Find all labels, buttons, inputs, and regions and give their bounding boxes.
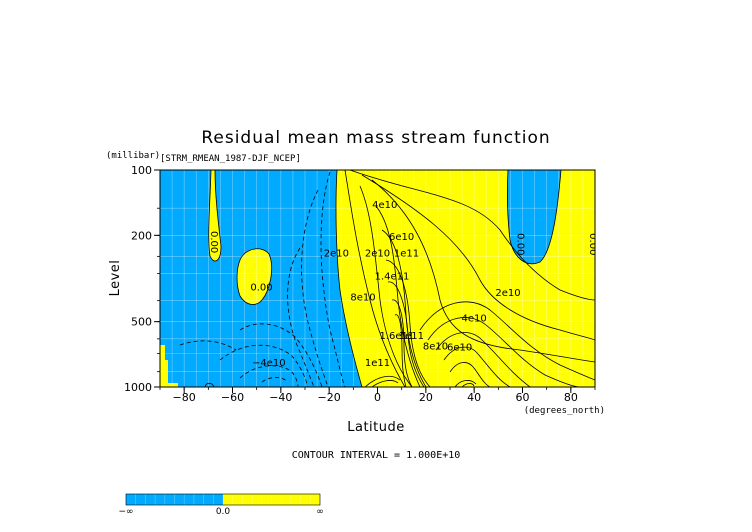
contour-label: 4e10 <box>462 314 487 325</box>
colorbar-positive <box>223 494 320 505</box>
x-units-label: (degrees_north) <box>524 406 605 416</box>
x-axis-label: Latitude <box>347 420 405 435</box>
contour-label: 4e10 <box>372 200 397 211</box>
contour-label: 0.00 <box>250 283 272 294</box>
contour-label: 8e10 <box>350 293 375 304</box>
contour-label: 2e10 <box>365 248 390 259</box>
contour-label: 8e10 <box>423 341 448 352</box>
x-tick-label: 20 <box>419 391 433 404</box>
contour-label: 2e10 <box>324 248 349 259</box>
chart-title: Residual mean mass stream function <box>201 128 550 148</box>
y-tick-label: 100 <box>131 164 152 177</box>
contour-label: 1.4e11 <box>375 272 410 283</box>
colorbar-negative <box>126 494 223 505</box>
contour-label: 1.6e11 <box>379 331 414 342</box>
x-tick-label: 80 <box>564 391 578 404</box>
negative-region-north <box>507 170 561 264</box>
contour-label: 0.00 <box>587 233 598 255</box>
colorbar: −∞ 0.0 ∞ <box>118 493 324 517</box>
contour-label: 1e11 <box>399 331 424 342</box>
contour-label: 0.00 <box>208 231 219 253</box>
x-tick-label: −80 <box>173 391 196 404</box>
contour-label: 6e10 <box>389 232 414 243</box>
contour-label: 6e10 <box>447 343 472 354</box>
colorbar-label-max: ∞ <box>316 507 324 517</box>
plot-area: 0.00 0.00 0.00 0.00 4e10 6e10 2e10 2e10 1.4e11 1e… <box>160 170 598 387</box>
x-tick-label: 60 <box>516 391 530 404</box>
x-axis: −80 −60 −40 −20 0 20 40 60 80 <box>159 387 596 404</box>
colorbar-label-zero: 0.0 <box>216 507 231 517</box>
x-tick-label: 40 <box>467 391 481 404</box>
y-tick-label: 1000 <box>124 381 152 394</box>
y-axis: 100 200 500 1000 <box>124 164 160 394</box>
contour-lines <box>179 170 595 387</box>
x-tick-label: −20 <box>318 391 341 404</box>
contour-label: −4e10 <box>252 358 286 369</box>
contour-labels: 0.00 0.00 0.00 0.00 4e10 6e10 2e10 2e10 1.4e11 1e… <box>208 200 598 369</box>
colorbar-label-min: −∞ <box>118 507 133 517</box>
contour-label: 1e11 <box>365 358 390 369</box>
contour-interval: CONTOUR INTERVAL = 1.000E+10 <box>292 450 461 461</box>
x-tick-label: 0 <box>374 391 381 404</box>
contour-label: 0.00 <box>515 233 526 255</box>
positive-island-mid <box>237 248 272 305</box>
y-tick-label: 200 <box>131 229 152 242</box>
contour-label: 2e10 <box>495 288 520 299</box>
y-axis-label: Level <box>108 260 123 297</box>
chart-subtitle: [STRM_RMEAN_1987-DJF_NCEP] <box>160 154 301 164</box>
colorbar-grid <box>135 494 311 505</box>
x-tick-label: −40 <box>269 391 292 404</box>
contour-label: 1e11 <box>394 248 419 259</box>
x-tick-label: −60 <box>221 391 244 404</box>
y-units-label: (millibar) <box>106 151 160 161</box>
y-tick-label: 500 <box>131 316 152 329</box>
positive-island-high <box>208 170 221 262</box>
